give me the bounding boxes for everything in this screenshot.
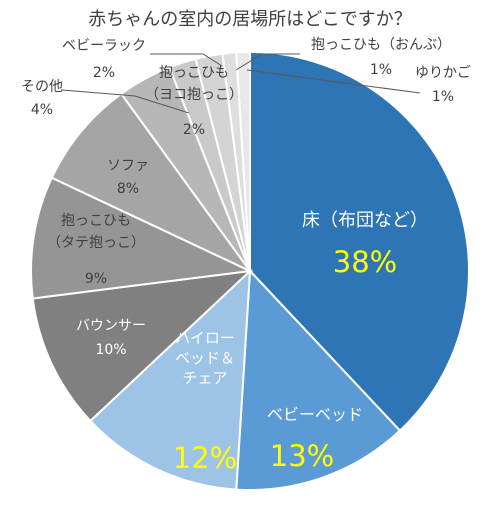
pie-slice [235, 268, 402, 491]
slice-value-label: 8% [117, 181, 139, 197]
slice-category-label: ソファ [107, 158, 149, 174]
slice-category-label: 床（布団など） [302, 210, 428, 231]
slice-category-label: 抱っこひも（ヨコ抱っこ） [145, 65, 243, 103]
slice-value-label: 9% [85, 271, 107, 287]
slice-value-label: 2% [183, 122, 205, 138]
slice-category-label: ゆりかご [415, 65, 471, 81]
pie-slice [235, 50, 251, 272]
slice-value-label: 1% [432, 89, 454, 105]
slice-value-label: 38% [333, 245, 397, 279]
pie-slices [30, 50, 470, 491]
pie-slice [88, 268, 252, 491]
slice-category-label: その他 [21, 79, 63, 95]
slice-labels: 床（布団など） 38% ベビーベッド 13% ハイローベッド＆チェア 12% バウンサー 10… [21, 37, 471, 475]
slice-value-label: 4% [31, 102, 53, 118]
slice-value-label: 10% [95, 342, 126, 358]
slice-value-label: 13% [270, 439, 334, 473]
slice-value-label: 2% [93, 65, 115, 81]
leader-lines [61, 53, 421, 114]
slice-category-label: 抱っこひも（おんぶ） [311, 37, 451, 53]
pie-slice [31, 269, 253, 423]
pie-slice [249, 50, 470, 433]
leader-line [235, 53, 300, 71]
leader-line [61, 89, 190, 114]
slice-value-label: 12% [173, 441, 237, 475]
slice-value-label: 1% [370, 62, 392, 78]
pie-slice [30, 176, 254, 300]
slice-category-label: 抱っこひも（タテ抱っこ） [47, 213, 145, 251]
slice-category-label: バウンサー [76, 318, 146, 334]
leader-line [246, 69, 421, 94]
chart-title: 赤ちゃんの室内の居場所はどこですか？ [88, 9, 411, 30]
slice-category-label: ベビーベッド [267, 405, 363, 424]
slice-category-label: ハイローベッド＆チェア [175, 329, 235, 387]
slice-category-label: ベビーラック [62, 38, 146, 54]
leader-line [150, 53, 223, 67]
